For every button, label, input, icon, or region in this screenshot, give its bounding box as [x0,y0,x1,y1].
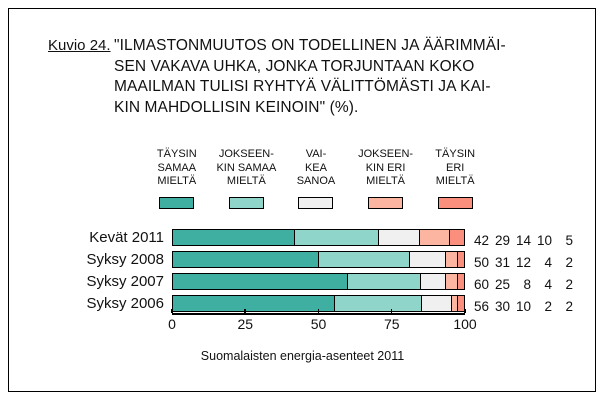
axis-tick-label: 100 [453,316,477,332]
bar-segment [293,230,378,245]
axis-tick-label: 0 [168,316,176,332]
value-cell: 2 [544,298,552,314]
category-label: Syksy 2008 [86,251,164,268]
bar-segment [457,274,464,289]
legend-item-3: VAI- KEA SANOA [281,148,351,209]
value-cell: 14 [515,232,531,248]
bar-segment [450,296,458,311]
bar-segment [457,296,464,311]
legend-label: JOKSEEN- KIN SAMAA MIELTÄ [216,148,277,187]
value-cell: 2 [565,298,573,314]
legend-item-1: TÄYSIN SAMAA MIELTÄ [142,148,212,209]
bar-segment [173,274,347,289]
category-label: Syksy 2007 [86,273,164,290]
value-cell: 60 [473,276,489,292]
legend-swatch [228,196,264,209]
stacked-bar [172,229,465,246]
value-cell: 50 [473,254,489,270]
legend-swatch [368,196,404,209]
bar-rows: Kevät 2011 Syksy 2008 Syksy 2007 Syksy 2006 [60,229,465,317]
stacked-bar [172,251,465,268]
x-axis: 0 25 50 75 100 [168,308,477,348]
value-cell: 12 [515,254,531,270]
value-cell: 8 [523,276,531,292]
value-cell: 4 [544,254,552,270]
table-row: Kevät 2011 [60,229,465,246]
axis-tick-label: 25 [237,316,254,332]
legend-label: TÄYSIN SAMAA MIELTÄ [156,148,197,187]
value-cell: 2 [565,254,573,270]
stacked-bar [172,273,465,290]
axis-tick [244,309,246,313]
axis-tick [317,309,319,313]
legend-swatch [437,196,473,209]
bar-segment [444,274,458,289]
bar-segment [173,252,318,267]
value-row: 56 30 10 2 2 [468,295,573,317]
bar-segment [418,230,449,245]
legend-swatch [298,196,334,209]
axis-tick [464,309,466,313]
bar-segment [346,274,421,289]
axis-tick [171,309,173,313]
bar-segment [173,230,294,245]
stacked-bar [172,295,465,312]
value-row: 60 25 8 4 2 [468,273,573,295]
bar-segment [420,296,451,311]
figure-label: Kuvio 24. [48,37,111,54]
value-cell: 25 [494,276,510,292]
axis-tick [390,309,393,313]
table-row: Syksy 2006 [60,295,465,312]
chart-title: "ILMASTONMUUTOS ON TODELLINEN JA ÄÄRIMMÄ… [114,37,506,116]
legend-item-4: JOKSEEN- KIN ERI MIELTÄ [351,148,421,209]
bar-segment [457,252,464,267]
value-row: 50 31 12 4 2 [468,251,573,273]
bar-segment [333,296,421,311]
table-row: Syksy 2008 [60,251,465,268]
table-row: Syksy 2007 [60,273,465,290]
footer-caption: Suomalaisten energia-asenteet 2011 [200,349,405,363]
value-cell: 10 [515,298,531,314]
legend: TÄYSIN SAMAA MIELTÄ JOKSEEN- KIN SAMAA MI… [142,148,490,209]
value-cell: 5 [565,232,573,248]
legend-item-5: TÄYSIN ERI MIELTÄ [420,148,490,209]
category-label: Kevät 2011 [89,229,164,246]
bar-segment [317,252,409,267]
value-cell: 30 [494,298,510,314]
legend-item-2: JOKSEEN- KIN SAMAA MIELTÄ [212,148,282,209]
value-row: 42 29 14 10 5 [468,229,573,251]
legend-label: VAI- KEA SANOA [296,148,336,187]
bar-segment [444,252,458,267]
bar-segment [377,230,419,245]
value-cell: 2 [565,276,573,292]
legend-label: JOKSEEN- KIN ERI MIELTÄ [358,148,414,187]
x-axis-line [172,313,465,315]
value-columns: 42 29 14 10 5 50 31 12 4 2 60 25 8 4 2 56 30 10 2 2 [468,229,573,317]
bar-segment [420,274,445,289]
legend-swatch [159,196,195,209]
axis-tick-label: 75 [383,316,400,332]
value-cell: 4 [544,276,552,292]
category-label: Syksy 2006 [86,295,164,312]
bar-segment [173,296,334,311]
value-cell: 10 [536,232,552,248]
legend-label: TÄYSIN ERI MIELTÄ [435,148,476,187]
bar-segment [448,230,465,245]
axis-tick-label: 50 [310,316,327,332]
value-cell: 31 [494,254,510,270]
bar-segment [408,252,445,267]
value-cell: 42 [473,232,489,248]
value-cell: 29 [494,232,510,248]
value-cell: 56 [473,298,489,314]
